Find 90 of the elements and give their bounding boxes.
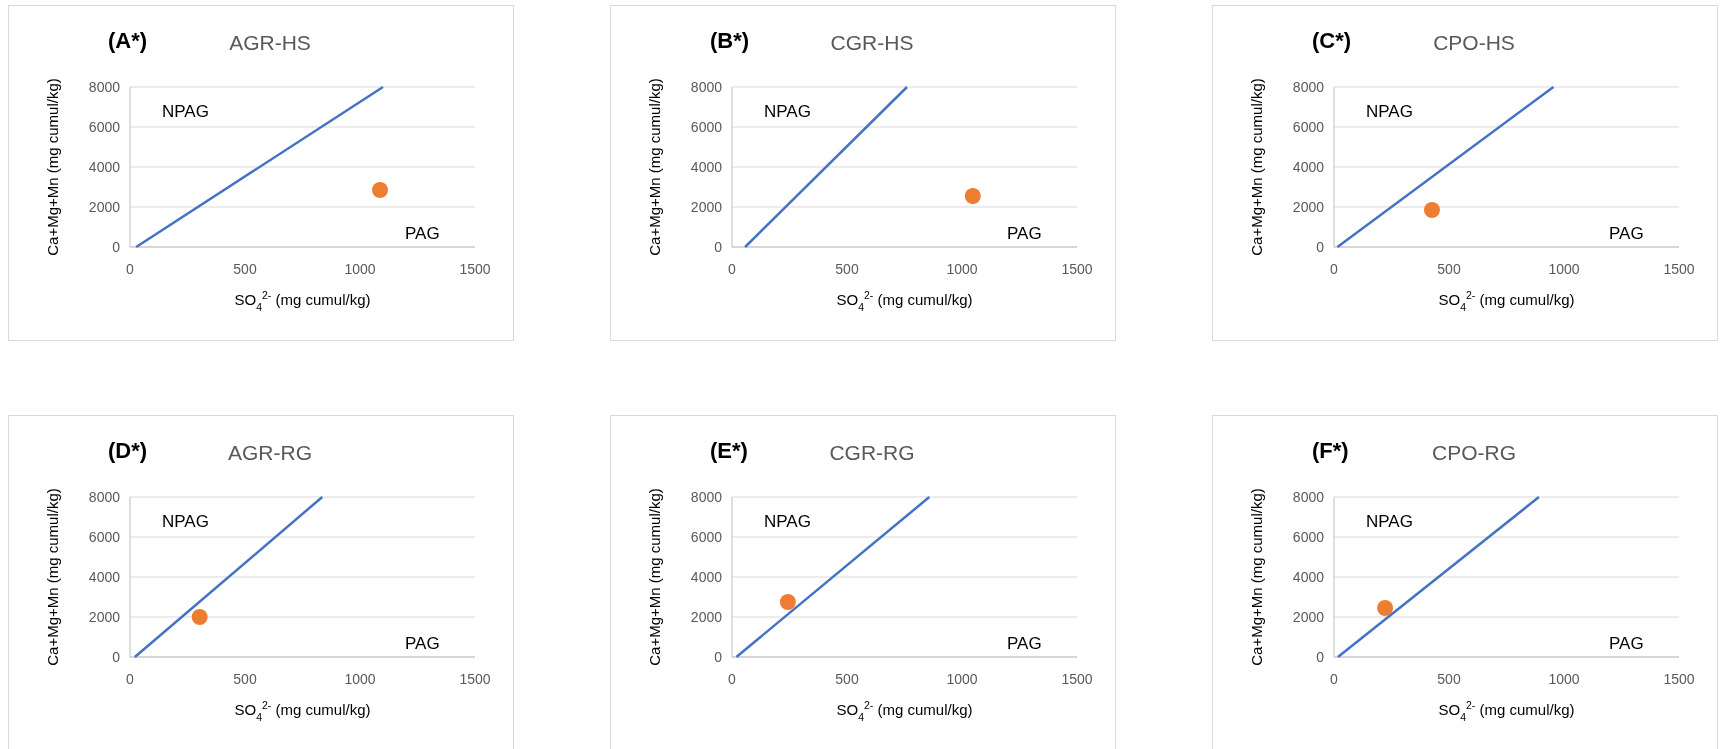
- x-tick-label: 1000: [344, 671, 376, 687]
- x-tick-label: 500: [835, 671, 859, 687]
- y-axis-title: Ca+Mg+Mn (mg cumul/kg): [44, 78, 61, 256]
- y-axis-title: Ca+Mg+Mn (mg cumul/kg): [646, 78, 663, 256]
- y-tick-label: 2000: [1292, 199, 1325, 215]
- annotation: NPAG: [1366, 512, 1413, 531]
- x-tick-label: 1000: [344, 261, 376, 277]
- x-tick-label: 0: [1330, 261, 1339, 277]
- chart-title: (A*): [108, 28, 148, 53]
- chart-subtitle: CGR-HS: [830, 31, 914, 54]
- annotation: NPAG: [162, 102, 209, 121]
- y-tick-label: 8000: [88, 489, 121, 505]
- chart-title: (E*): [710, 438, 748, 463]
- y-axis-title: Ca+Mg+Mn (mg cumul/kg): [44, 488, 61, 666]
- x-tick-label: 1500: [1663, 261, 1695, 277]
- chart-subtitle: CGR-RG: [829, 441, 915, 464]
- chart-title: (B*): [710, 28, 750, 53]
- x-axis-title: SO$_{4}$$^{2-}$ (mg cumul/kg): [234, 289, 371, 313]
- y-tick-label: 6000: [690, 529, 723, 545]
- x-tick-label: 1500: [459, 261, 491, 277]
- y-tick-label: 2000: [1292, 609, 1325, 625]
- chart-subtitle: CPO-HS: [1433, 31, 1515, 54]
- chart-subtitle: AGR-HS: [229, 31, 311, 54]
- x-tick-label: 0: [126, 671, 135, 687]
- x-tick-label: 0: [1330, 671, 1339, 687]
- x-tick-label: 1500: [1663, 671, 1695, 687]
- x-axis-title: SO$_{4}$$^{2-}$ (mg cumul/kg): [836, 699, 973, 723]
- x-tick-label: 1500: [1061, 671, 1093, 687]
- y-tick-label: 6000: [1292, 119, 1325, 135]
- chart-title: (C*): [1312, 28, 1352, 53]
- chart-subtitle: AGR-RG: [228, 441, 312, 464]
- annotation: PAG: [405, 634, 440, 653]
- x-axis-title: SO$_{4}$$^{2-}$ (mg cumul/kg): [1438, 289, 1575, 313]
- x-axis-title: SO$_{4}$$^{2-}$ (mg cumul/kg): [1438, 699, 1575, 723]
- x-tick-label: 500: [233, 261, 257, 277]
- y-tick-label: 6000: [690, 119, 723, 135]
- y-tick-label: 8000: [690, 489, 723, 505]
- x-tick-label: 0: [728, 261, 737, 277]
- y-tick-label: 2000: [690, 199, 723, 215]
- y-tick-label: 0: [714, 649, 723, 665]
- y-tick-label: 2000: [88, 609, 121, 625]
- y-tick-label: 8000: [1292, 79, 1325, 95]
- y-axis-title: Ca+Mg+Mn (mg cumul/kg): [1248, 78, 1265, 256]
- y-tick-label: 4000: [88, 159, 121, 175]
- y-tick-label: 0: [112, 239, 121, 255]
- y-axis-title: Ca+Mg+Mn (mg cumul/kg): [1248, 488, 1265, 666]
- x-tick-label: 500: [233, 671, 257, 687]
- chart-title: (D*): [108, 438, 148, 463]
- annotation: NPAG: [764, 512, 811, 531]
- x-tick-label: 1500: [1061, 261, 1093, 277]
- x-tick-label: 1000: [946, 261, 978, 277]
- y-tick-label: 0: [112, 649, 121, 665]
- y-tick-label: 4000: [1292, 569, 1325, 585]
- annotation: PAG: [405, 224, 440, 243]
- y-tick-label: 4000: [88, 569, 121, 585]
- y-tick-label: 8000: [1292, 489, 1325, 505]
- x-tick-label: 0: [126, 261, 135, 277]
- x-tick-label: 1000: [946, 671, 978, 687]
- chart-subtitle: CPO-RG: [1432, 441, 1516, 464]
- x-tick-label: 500: [1437, 261, 1461, 277]
- x-tick-label: 1000: [1548, 261, 1580, 277]
- x-tick-label: 1500: [459, 671, 491, 687]
- y-tick-label: 4000: [1292, 159, 1325, 175]
- y-tick-label: 4000: [690, 569, 723, 585]
- y-tick-label: 0: [1316, 649, 1325, 665]
- y-tick-label: 2000: [690, 609, 723, 625]
- y-tick-label: 0: [714, 239, 723, 255]
- annotation: PAG: [1007, 634, 1042, 653]
- chart-title: (F*): [1312, 438, 1349, 463]
- x-tick-label: 0: [728, 671, 737, 687]
- y-tick-label: 8000: [88, 79, 121, 95]
- y-tick-label: 4000: [690, 159, 723, 175]
- y-tick-label: 6000: [1292, 529, 1325, 545]
- y-tick-label: 2000: [88, 199, 121, 215]
- annotation: NPAG: [764, 102, 811, 121]
- y-axis-title: Ca+Mg+Mn (mg cumul/kg): [646, 488, 663, 666]
- x-tick-label: 500: [835, 261, 859, 277]
- x-tick-label: 500: [1437, 671, 1461, 687]
- annotation: NPAG: [1366, 102, 1413, 121]
- x-tick-label: 1000: [1548, 671, 1580, 687]
- x-axis-title: SO$_{4}$$^{2-}$ (mg cumul/kg): [836, 289, 973, 313]
- y-tick-label: 0: [1316, 239, 1325, 255]
- annotation: PAG: [1609, 634, 1644, 653]
- annotation: PAG: [1007, 224, 1042, 243]
- y-tick-label: 6000: [88, 119, 121, 135]
- annotation: PAG: [1609, 224, 1644, 243]
- annotation: NPAG: [162, 512, 209, 531]
- y-tick-label: 8000: [690, 79, 723, 95]
- y-tick-label: 6000: [88, 529, 121, 545]
- x-axis-title: SO$_{4}$$^{2-}$ (mg cumul/kg): [234, 699, 371, 723]
